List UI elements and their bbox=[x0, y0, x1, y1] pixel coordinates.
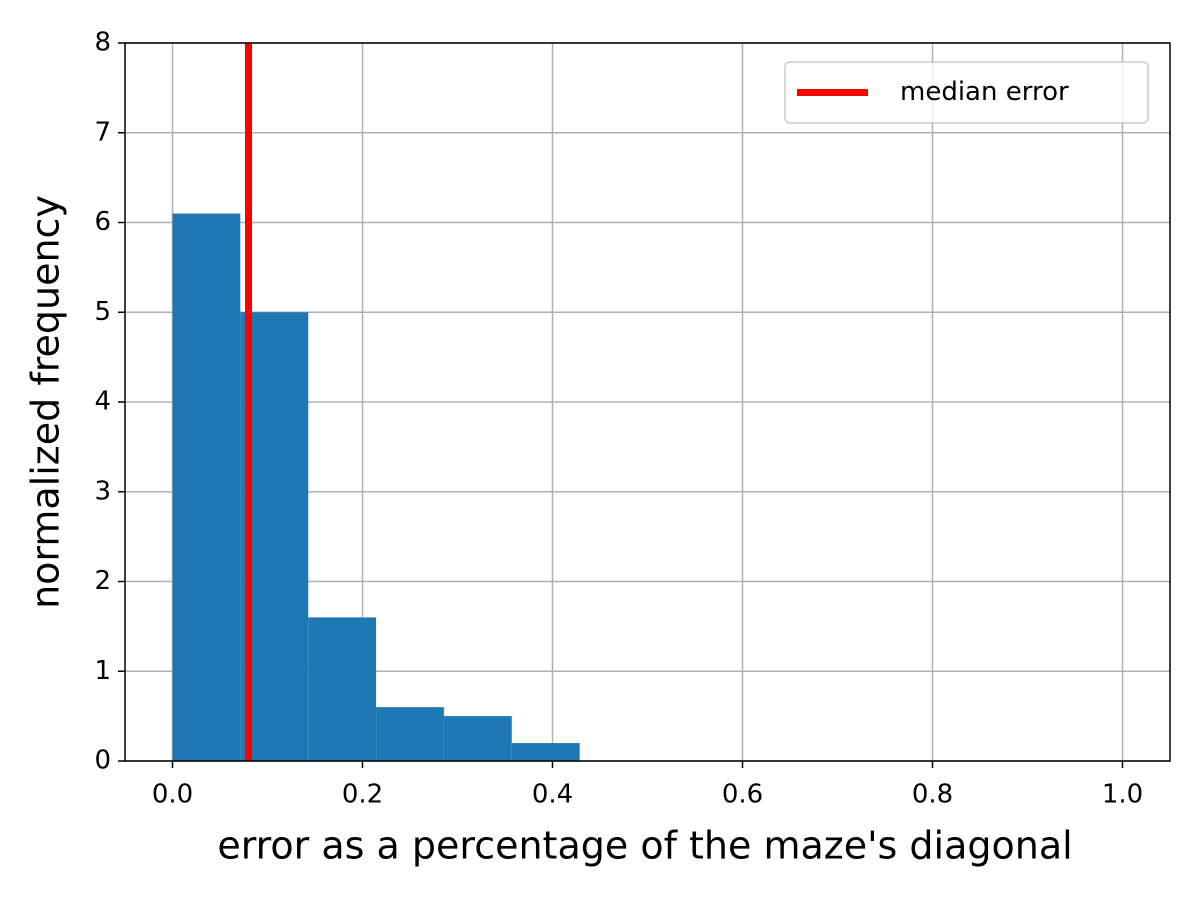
y-tick-label: 0 bbox=[94, 746, 111, 776]
bar bbox=[376, 707, 444, 761]
legend-box bbox=[784, 61, 1149, 124]
x-tick-label: 0.4 bbox=[532, 780, 573, 810]
x-tick-label: 0.2 bbox=[342, 780, 383, 810]
x-tick-label: 1.0 bbox=[1102, 780, 1143, 810]
y-tick-label: 6 bbox=[94, 207, 111, 237]
bar bbox=[172, 213, 241, 761]
bar bbox=[443, 716, 512, 761]
y-tick-label: 7 bbox=[94, 117, 111, 147]
y-tick-label: 2 bbox=[94, 566, 111, 596]
x-tick-label: 0.6 bbox=[722, 780, 763, 810]
y-tick-label: 8 bbox=[94, 28, 111, 58]
bar bbox=[511, 743, 580, 761]
y-axis-label: normalized frequency bbox=[24, 195, 68, 609]
x-tick-label: 0.8 bbox=[912, 780, 953, 810]
plot-frame bbox=[124, 42, 1171, 762]
legend-label: median error bbox=[900, 77, 1069, 107]
y-tick-label: 4 bbox=[94, 387, 111, 417]
y-tick-label: 5 bbox=[94, 297, 111, 327]
bar bbox=[308, 617, 377, 761]
x-axis-label: error as a percentage of the maze's diag… bbox=[217, 824, 1072, 868]
y-tick-label: 1 bbox=[94, 656, 111, 686]
y-tick-label: 3 bbox=[94, 476, 111, 506]
x-tick-label: 0.0 bbox=[152, 780, 193, 810]
